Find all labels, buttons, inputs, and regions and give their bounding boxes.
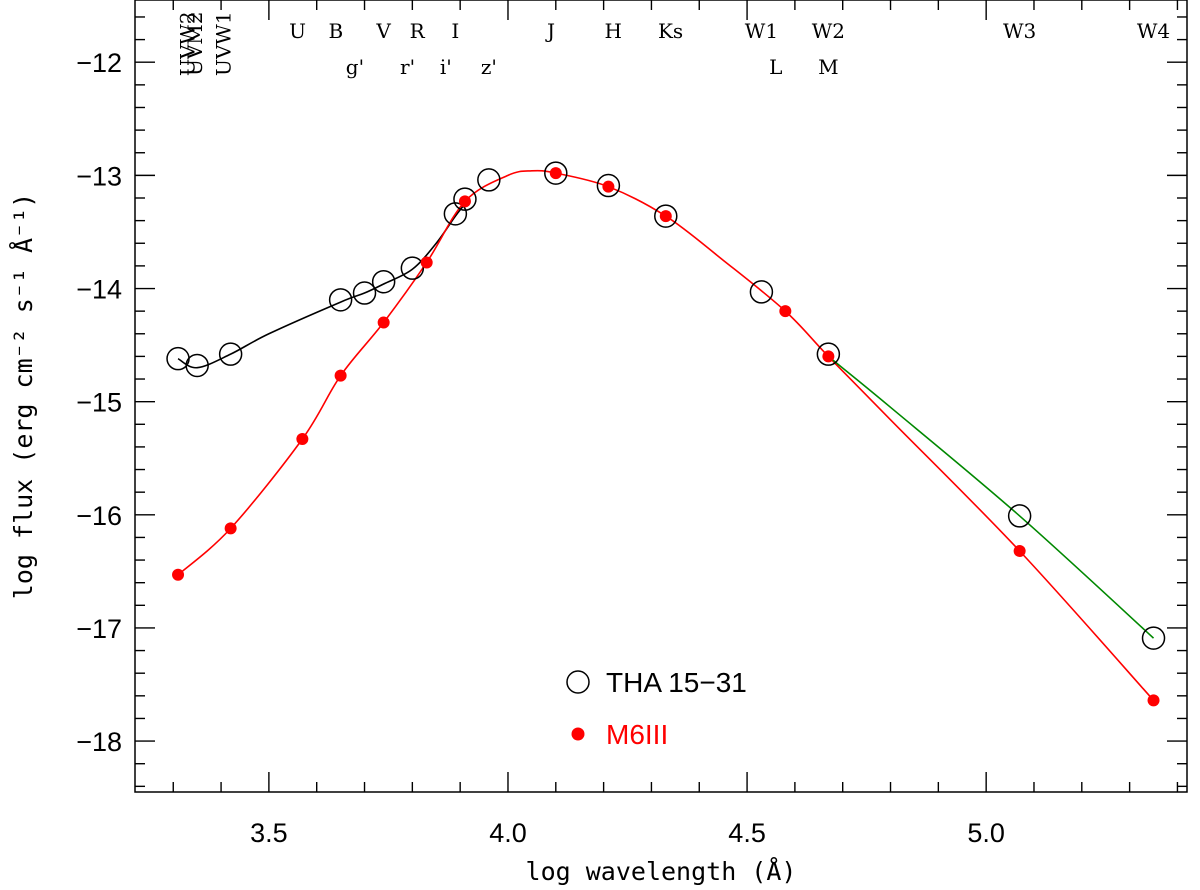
band-label: W3 <box>1003 19 1036 43</box>
legend-open-circle-marker <box>566 670 590 694</box>
band-label: W4 <box>1137 19 1170 43</box>
point-tha-15-31 <box>328 288 353 312</box>
point-m6iii <box>334 369 347 382</box>
point-tha-15-31 <box>1007 504 1032 528</box>
y-tick-label: −12 <box>76 48 122 78</box>
band-label: z' <box>481 55 497 79</box>
point-m6iii <box>779 305 792 318</box>
band-label: Ks <box>658 19 683 43</box>
curve-ir-excess <box>827 355 1155 639</box>
point-tha-15-31 <box>352 281 377 305</box>
y-tick-label: −15 <box>76 388 122 418</box>
legend-label-tha: THA 15−31 <box>606 667 747 698</box>
band-label: W1 <box>745 19 778 43</box>
legend-label-m6iii: M6III <box>606 719 668 750</box>
band-label: I <box>451 19 459 43</box>
band-label: U <box>289 19 306 43</box>
axis-ticks <box>135 0 1187 792</box>
band-label: M <box>818 55 838 79</box>
band-label-vertical: UVW2 <box>176 11 200 76</box>
y-tick-label: −17 <box>76 614 122 644</box>
plot-frame <box>134 0 1188 793</box>
y-tick-label: −16 <box>76 501 122 531</box>
x-axis-title: log wavelength (Å) <box>526 857 797 886</box>
point-m6iii <box>296 432 309 445</box>
point-tha-15-31 <box>400 256 425 280</box>
point-m6iii <box>659 210 672 223</box>
point-m6iii <box>602 180 615 193</box>
band-label: i' <box>440 55 452 79</box>
band-label: W2 <box>812 19 845 43</box>
x-tick-label: 4.0 <box>489 818 527 848</box>
x-tick-label: 5.0 <box>967 818 1005 848</box>
point-m6iii <box>224 522 237 535</box>
point-m6iii <box>172 568 185 581</box>
point-m6iii <box>377 316 390 329</box>
x-tick-label: 3.5 <box>250 818 288 848</box>
point-m6iii <box>1147 694 1160 707</box>
x-tick-label: 4.5 <box>728 818 766 848</box>
point-m6iii <box>458 195 471 208</box>
curve-m6iii-fit <box>177 169 1155 701</box>
band-label: R <box>410 19 426 43</box>
y-tick-label: −18 <box>76 727 122 757</box>
y-axis-title: log flux (erg cm⁻² s⁻¹ Å⁻¹) <box>9 193 38 599</box>
point-m6iii <box>822 350 835 363</box>
band-label: r' <box>400 55 415 79</box>
point-tha-15-31 <box>749 280 774 304</box>
fit-curves <box>177 169 1155 701</box>
point-tha-15-31 <box>477 168 501 192</box>
point-tha-15-31 <box>544 161 568 185</box>
data-markers <box>166 161 1166 707</box>
band-label-vertical: UVW1 <box>211 11 235 76</box>
band-label: V <box>375 19 391 43</box>
curve-tha-15-31-fit <box>177 197 471 369</box>
point-tha-15-31 <box>654 204 678 228</box>
y-tick-label: −14 <box>76 275 122 305</box>
point-tha-15-31 <box>185 353 209 378</box>
legend: THA 15−31 M6III <box>566 667 747 750</box>
point-tha-15-31 <box>443 202 468 226</box>
point-tha-15-31 <box>1141 626 1166 650</box>
point-tha-15-31 <box>453 187 477 211</box>
band-label: g' <box>346 55 364 79</box>
band-label: L <box>769 55 782 79</box>
point-m6iii <box>420 256 433 269</box>
point-tha-15-31 <box>371 269 396 294</box>
point-tha-15-31 <box>218 342 243 366</box>
band-label: B <box>328 19 343 43</box>
band-label: J <box>545 19 555 43</box>
band-label: H <box>604 19 621 43</box>
band-label-vertical: UVM2 <box>183 11 207 76</box>
point-tha-15-31 <box>816 342 841 366</box>
legend-red-dot-marker <box>571 727 585 741</box>
point-m6iii <box>1013 545 1026 558</box>
point-m6iii <box>549 167 562 180</box>
point-tha-15-31 <box>596 173 621 198</box>
tick-labels: 3.5 4.0 4.5 5.0 −12 −13 −14 −15 −16 −17 −18 <box>76 48 1005 848</box>
y-tick-label: −13 <box>76 161 122 191</box>
